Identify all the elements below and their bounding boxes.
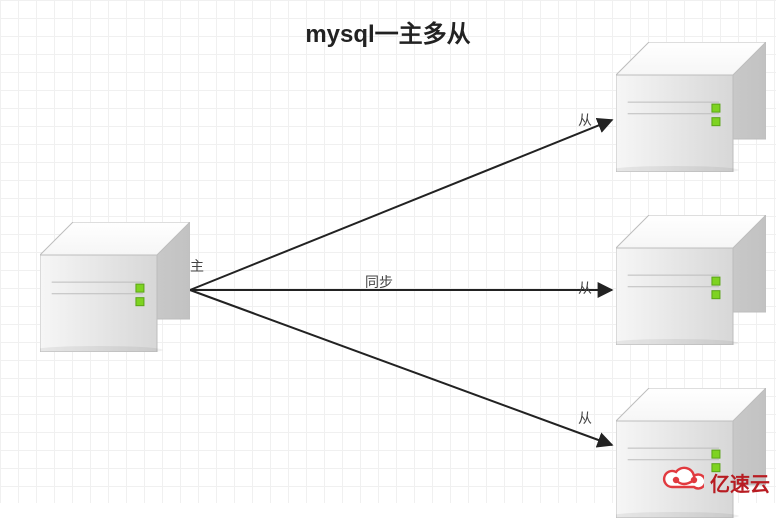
arrow-line [190,290,612,445]
watermark-text: 亿速云 [710,468,770,497]
server-slave-1-label: 从 [578,110,592,130]
watermark: 亿速云 [662,465,770,499]
cloud-icon [662,465,704,499]
arrow-line [190,120,612,290]
arrows-layer [0,0,776,503]
server-master-label: 主 [190,256,204,276]
sync-label: 同步 [365,272,393,292]
server-slave-2-label: 从 [578,278,592,298]
server-slave-3-label: 从 [578,408,592,428]
